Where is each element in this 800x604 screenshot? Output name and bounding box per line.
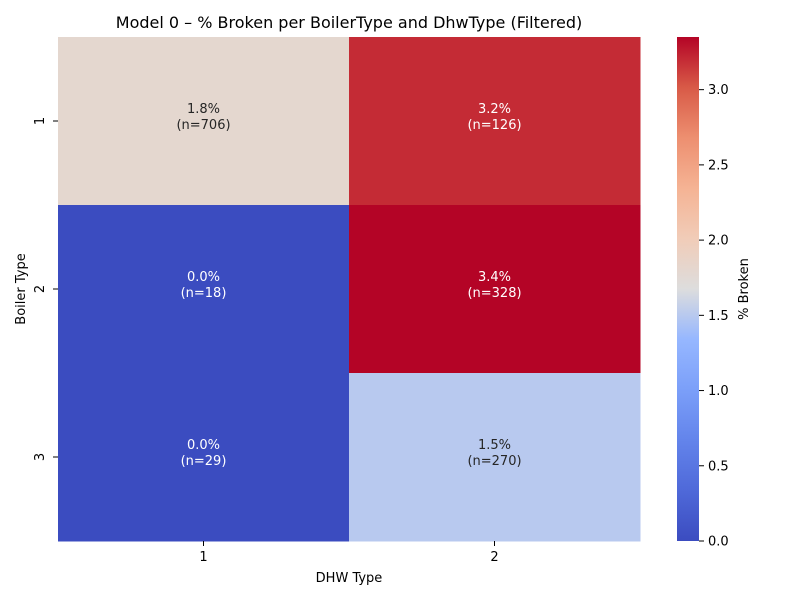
y-tick-label: 3 [33, 453, 48, 461]
x-tick-label: 1 [199, 550, 207, 565]
x-axis-label: DHW Type [316, 571, 383, 586]
colorbar-tick-label: 2.5 [708, 158, 729, 173]
colorbar-label: % Broken [737, 258, 752, 320]
heatmap-cell [58, 205, 350, 374]
colorbar-tick-label: 3.0 [708, 83, 729, 98]
cell-annotation: 1.8% (n=706) [176, 102, 230, 133]
y-axis-label: Boiler Type [14, 253, 29, 324]
y-axis: 1 2 3 [33, 117, 58, 461]
heatmap-cell [58, 37, 350, 206]
heatmap-cell [349, 37, 641, 206]
heatmap-cells [58, 37, 641, 542]
colorbar-tick-label: 2.0 [708, 234, 729, 249]
y-tick-label: 1 [33, 117, 48, 125]
colorbar-tick-label: 1.0 [708, 384, 729, 399]
heatmap-cell [58, 373, 350, 542]
heatmap-cell-labels: 1.8% (n=706) 3.2% (n=126) 0.0% (n=18) 3.4% (n=3… [176, 102, 521, 469]
cell-annotation: 3.4% (n=328) [467, 270, 521, 301]
colorbar-tick-label: 0.5 [708, 459, 729, 474]
colorbar-tick-label: 0.0 [708, 535, 729, 550]
cell-annotation: 0.0% (n=29) [181, 438, 227, 469]
colorbar [677, 37, 699, 541]
colorbar-ticks: 0.0 0.5 1.0 1.5 2.0 2.5 3.0 [699, 83, 729, 550]
heatmap-cell [349, 205, 641, 374]
chart-title: Model 0 – % Broken per BoilerType and Dh… [116, 13, 582, 32]
heatmap-cell [349, 373, 641, 542]
cell-annotation: 1.5% (n=270) [467, 438, 521, 469]
y-tick-label: 2 [33, 285, 48, 293]
cell-annotation: 0.0% (n=18) [181, 270, 227, 301]
cell-annotation: 3.2% (n=126) [467, 102, 521, 133]
x-tick-label: 2 [490, 550, 498, 565]
colorbar-tick-label: 1.5 [708, 309, 729, 324]
